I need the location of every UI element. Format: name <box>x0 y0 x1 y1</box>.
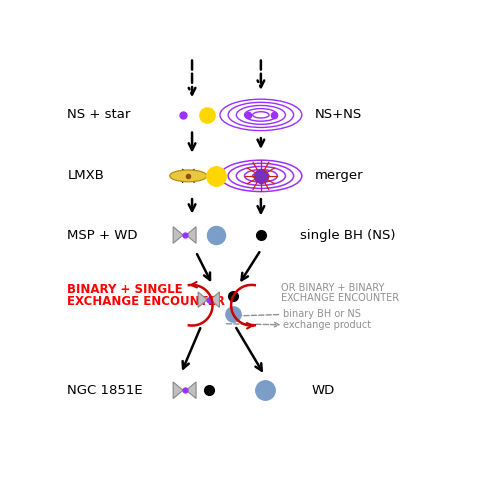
Text: MSP + WD: MSP + WD <box>67 228 138 241</box>
Text: NS + star: NS + star <box>67 108 131 121</box>
Polygon shape <box>186 227 196 243</box>
Text: LMXB: LMXB <box>67 169 104 182</box>
Text: EXCHANGE ENCOUNTER: EXCHANGE ENCOUNTER <box>67 295 225 308</box>
Polygon shape <box>173 382 183 398</box>
Text: WD: WD <box>311 384 335 397</box>
Text: merger: merger <box>315 169 363 182</box>
Ellipse shape <box>170 170 207 182</box>
Text: exchange product: exchange product <box>283 320 372 330</box>
Text: BINARY + SINGLE: BINARY + SINGLE <box>67 283 183 296</box>
Polygon shape <box>210 292 219 307</box>
Polygon shape <box>198 292 207 307</box>
Text: single BH (NS): single BH (NS) <box>300 228 396 241</box>
Polygon shape <box>173 227 183 243</box>
Text: OR BINARY + BINARY: OR BINARY + BINARY <box>281 283 384 293</box>
Text: EXCHANGE ENCOUNTER: EXCHANGE ENCOUNTER <box>281 293 399 303</box>
Text: NS+NS: NS+NS <box>315 108 362 121</box>
Text: NGC 1851E: NGC 1851E <box>67 384 143 397</box>
Polygon shape <box>186 382 196 398</box>
Text: binary BH or NS: binary BH or NS <box>283 309 361 319</box>
